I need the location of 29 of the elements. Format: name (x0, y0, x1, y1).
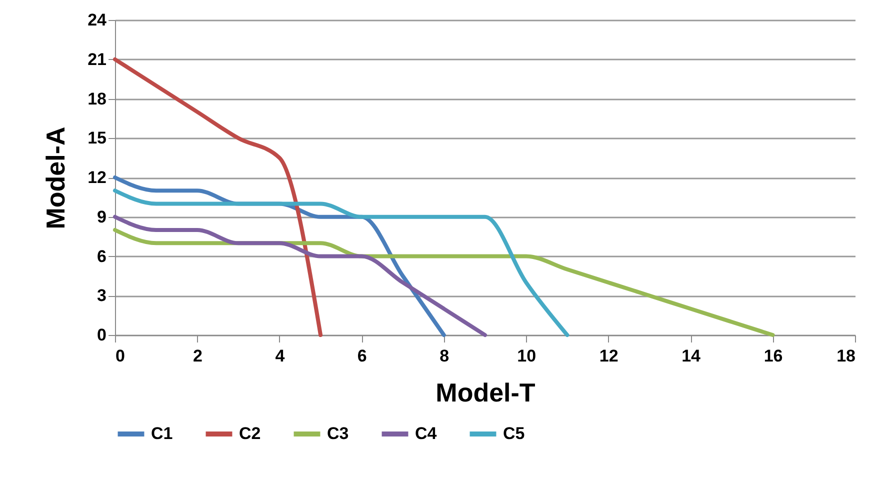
y-tick-label: 0 (97, 326, 106, 344)
y-tick-label: 6 (97, 246, 106, 266)
y-axis-title: Model-A (40, 126, 71, 230)
legend-label: C1 (151, 424, 173, 443)
x-tick-label: 18 (836, 346, 856, 366)
x-tick-label: 10 (517, 346, 536, 366)
legend-label: C2 (239, 424, 261, 443)
y-tick-label: 12 (88, 168, 106, 187)
x-tick-label: 16 (764, 346, 783, 366)
x-tick-label: 14 (682, 346, 702, 366)
x-tick-label: 0 (116, 346, 125, 366)
legend-label: C3 (327, 424, 349, 443)
y-tick-label: 9 (97, 207, 106, 226)
x-tick-label: 6 (357, 346, 367, 366)
y-tick-label: 21 (88, 50, 106, 69)
legend-label: C4 (415, 424, 438, 443)
y-tick-label: 24 (88, 10, 108, 30)
x-tick-label: 2 (192, 346, 202, 366)
line-series (113, 214, 487, 337)
x-tick-label: 8 (440, 346, 450, 366)
x-tick-label: 12 (599, 346, 618, 366)
x-tick-label: 4 (275, 346, 286, 366)
legend-label: C5 (503, 424, 525, 443)
line-series (113, 57, 323, 337)
y-tick-label: 18 (88, 89, 106, 108)
line-series (113, 188, 570, 337)
y-tick-label: 3 (97, 286, 106, 306)
x-axis-title: Model-T (436, 378, 536, 408)
y-tick-label: 15 (88, 128, 106, 148)
